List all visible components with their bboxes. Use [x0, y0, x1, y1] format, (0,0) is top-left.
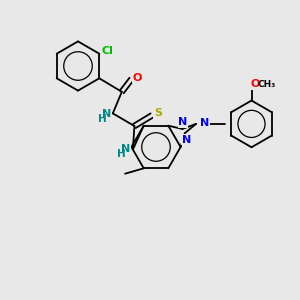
- Text: O: O: [132, 73, 142, 83]
- Text: S: S: [154, 108, 162, 118]
- Text: N: N: [178, 117, 188, 128]
- Text: N: N: [200, 118, 209, 128]
- Text: N: N: [102, 109, 111, 119]
- Text: CH₃: CH₃: [258, 80, 276, 89]
- Text: H: H: [98, 114, 107, 124]
- Text: N: N: [121, 144, 130, 154]
- Text: N: N: [182, 135, 191, 145]
- Text: H: H: [117, 149, 126, 159]
- Text: O: O: [250, 79, 260, 89]
- Text: Cl: Cl: [101, 46, 113, 56]
